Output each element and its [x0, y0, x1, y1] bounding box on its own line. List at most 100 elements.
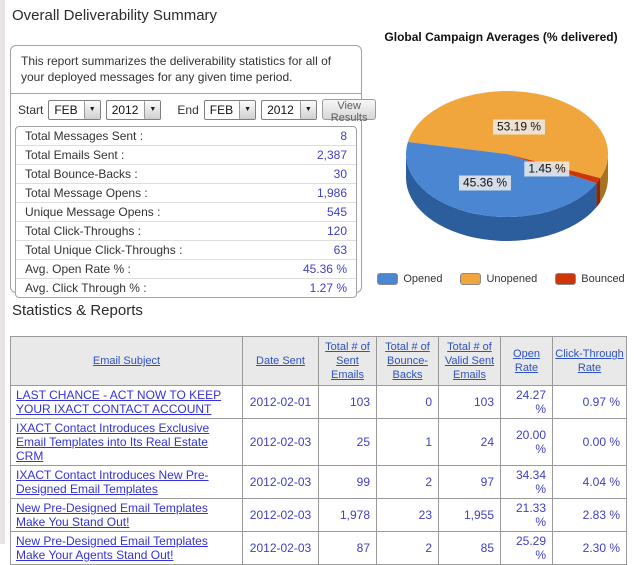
- start-label: Start: [18, 103, 43, 117]
- bounce-backs-cell: 23: [377, 499, 439, 532]
- stat-row: Total Message Opens : 1,986: [16, 184, 356, 203]
- column-header-link-date-sent[interactable]: Date Sent: [256, 355, 305, 367]
- column-header: Total # of Valid Sent Emails: [439, 337, 501, 386]
- start-year-value: 2012: [107, 101, 145, 119]
- summary-stats-list: Total Messages Sent :8Total Emails Sent …: [15, 126, 357, 298]
- stat-label: Avg. Open Rate % :: [25, 262, 131, 276]
- legend-label: Opened: [403, 273, 442, 285]
- bounce-backs-cell: 0: [377, 386, 439, 419]
- stat-row: Avg. Open Rate % : 45.36 %: [16, 260, 356, 279]
- column-header: Open Rate: [501, 337, 553, 386]
- legend-swatch-bounced: [555, 273, 576, 285]
- click-through-rate-cell: 2.30 %: [553, 532, 627, 565]
- legend-item-opened: Opened: [377, 273, 442, 285]
- summary-description: This report summarizes the deliverabilit…: [11, 46, 361, 94]
- bounce-backs-cell: 1: [377, 419, 439, 466]
- chart-title: Global Campaign Averages (% delivered): [372, 30, 630, 44]
- end-month-value: FEB: [205, 101, 239, 119]
- date-sent-cell: 2012-02-03: [243, 499, 319, 532]
- column-header-link-click-through-rate[interactable]: Click-Through Rate: [555, 348, 623, 374]
- table-row: IXACT Contact Introduces New Pre-Designe…: [11, 466, 627, 499]
- chart-legend: Opened Unopened Bounced: [372, 273, 630, 285]
- end-label: End: [177, 103, 198, 117]
- email-subject-link[interactable]: LAST CHANCE - ACT NOW TO KEEP YOUR IXACT…: [16, 388, 221, 416]
- column-header-link-email-subject[interactable]: Email Subject: [93, 355, 160, 367]
- section-title: Statistics & Reports: [12, 301, 143, 321]
- start-month-select[interactable]: FEB ▼: [48, 100, 100, 120]
- sent-emails-cell: 103: [319, 386, 377, 419]
- legend-label: Bounced: [581, 273, 624, 285]
- date-sent-cell: 2012-02-01: [243, 386, 319, 419]
- column-header: Total # of Sent Emails: [319, 337, 377, 386]
- chevron-down-icon: ▼: [300, 101, 316, 119]
- email-subject-cell: IXACT Contact Introduces Exclusive Email…: [11, 419, 243, 466]
- legend-swatch-unopened: [460, 273, 481, 285]
- chevron-down-icon: ▼: [84, 101, 100, 119]
- email-subject-link[interactable]: IXACT Contact Introduces New Pre-Designe…: [16, 468, 209, 496]
- click-through-rate-cell: 4.04 %: [553, 466, 627, 499]
- email-subject-link[interactable]: IXACT Contact Introduces Exclusive Email…: [16, 421, 209, 463]
- open-rate-cell: 20.00 %: [501, 419, 553, 466]
- stat-row: Total Bounce-Backs : 30: [16, 165, 356, 184]
- stat-value: 45.36 %: [303, 262, 347, 276]
- stat-row: Total Messages Sent :8: [16, 127, 356, 146]
- table-row: New Pre-Designed Email Templates Make Yo…: [11, 499, 627, 532]
- stat-label: Total Click-Throughs :: [25, 224, 141, 238]
- open-rate-cell: 24.27 %: [501, 386, 553, 419]
- stat-label: Total Bounce-Backs :: [25, 167, 138, 181]
- end-year-select[interactable]: 2012 ▼: [261, 100, 317, 120]
- stat-label: Avg. Click Through % :: [25, 281, 147, 295]
- stat-label: Total Message Opens :: [25, 186, 148, 200]
- stat-value: 2,387: [317, 148, 347, 162]
- column-header-link-total-of-valid-sent-emails[interactable]: Total # of Valid Sent Emails: [445, 341, 494, 381]
- stat-label: Total Messages Sent :: [25, 129, 143, 143]
- bounce-backs-cell: 2: [377, 466, 439, 499]
- stat-value: 30: [334, 167, 347, 181]
- pie-label-bounced: 1.45 %: [524, 162, 569, 177]
- date-sent-cell: 2012-02-03: [243, 532, 319, 565]
- column-header-link-open-rate[interactable]: Open Rate: [513, 348, 540, 374]
- end-month-select[interactable]: FEB ▼: [204, 100, 256, 120]
- email-subject-cell: LAST CHANCE - ACT NOW TO KEEP YOUR IXACT…: [11, 386, 243, 419]
- stat-value: 1,986: [317, 186, 347, 200]
- valid-sent-emails-cell: 103: [439, 386, 501, 419]
- stat-value: 1.27 %: [310, 281, 347, 295]
- sent-emails-cell: 99: [319, 466, 377, 499]
- column-header: Click-Through Rate: [553, 337, 627, 386]
- date-sent-cell: 2012-02-03: [243, 419, 319, 466]
- stat-label: Total Emails Sent :: [25, 148, 124, 162]
- chevron-down-icon: ▼: [144, 101, 160, 119]
- table-row: IXACT Contact Introduces Exclusive Email…: [11, 419, 627, 466]
- stat-value: 120: [327, 224, 347, 238]
- pie-chart: [372, 58, 630, 250]
- stat-row: Total Click-Throughs : 120: [16, 222, 356, 241]
- date-sent-cell: 2012-02-03: [243, 466, 319, 499]
- view-results-button[interactable]: View Results: [322, 99, 377, 120]
- email-subject-cell: New Pre-Designed Email Templates Make Yo…: [11, 532, 243, 565]
- stat-value: 545: [327, 205, 347, 219]
- click-through-rate-cell: 0.97 %: [553, 386, 627, 419]
- legend-item-unopened: Unopened: [460, 273, 537, 285]
- click-through-rate-cell: 0.00 %: [553, 419, 627, 466]
- start-year-select[interactable]: 2012 ▼: [106, 100, 162, 120]
- table-row: New Pre-Designed Email Templates Make Yo…: [11, 532, 627, 565]
- email-subject-link[interactable]: New Pre-Designed Email Templates Make Yo…: [16, 534, 208, 562]
- open-rate-cell: 25.29 %: [501, 532, 553, 565]
- summary-panel: This report summarizes the deliverabilit…: [10, 45, 362, 293]
- stat-label: Unique Message Opens :: [25, 205, 160, 219]
- column-header: Email Subject: [11, 337, 243, 386]
- column-header-link-total-of-bounce-backs[interactable]: Total # of Bounce-Backs: [385, 341, 430, 381]
- email-subject-cell: IXACT Contact Introduces New Pre-Designe…: [11, 466, 243, 499]
- stat-row: Unique Message Opens : 545: [16, 203, 356, 222]
- column-header-link-total-of-sent-emails[interactable]: Total # of Sent Emails: [325, 341, 370, 381]
- sent-emails-cell: 25: [319, 419, 377, 466]
- sent-emails-cell: 87: [319, 532, 377, 565]
- click-through-rate-cell: 2.83 %: [553, 499, 627, 532]
- stat-row: Total Emails Sent : 2,387: [16, 146, 356, 165]
- stat-value: 63: [334, 243, 347, 257]
- table-header-row: Email Subject Date Sent Total # of Sent Em…: [11, 337, 627, 386]
- pie-label-opened: 45.36 %: [459, 176, 511, 191]
- open-rate-cell: 34.34 %: [501, 466, 553, 499]
- email-subject-link[interactable]: New Pre-Designed Email Templates Make Yo…: [16, 501, 208, 529]
- legend-item-bounced: Bounced: [555, 273, 624, 285]
